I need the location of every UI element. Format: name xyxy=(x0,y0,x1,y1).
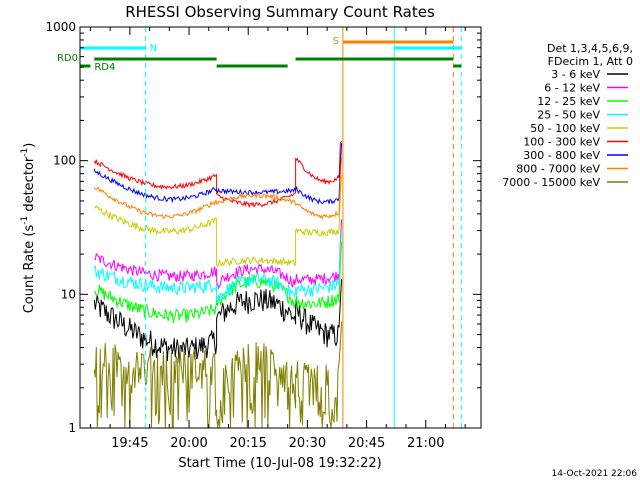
series-line-6-12-kev xyxy=(94,219,343,290)
legend-label: 12 - 25 keV xyxy=(537,95,600,108)
legend-header-line: FDecim 1, Att 0 xyxy=(548,55,633,68)
legend-label: 50 - 100 keV xyxy=(530,122,600,135)
x-tick-label: 20:00 xyxy=(170,436,207,451)
x-tick-label: 19:45 xyxy=(111,436,148,451)
series-line-800-7000-kev xyxy=(93,156,343,220)
plot-frame xyxy=(79,26,482,429)
plot-border xyxy=(79,26,482,429)
x-tick-label: 20:15 xyxy=(229,436,266,451)
legend-label: 100 - 300 keV xyxy=(523,136,600,149)
y-tick-label: 10 xyxy=(61,287,76,301)
legend-header-line: Det 1,3,4,5,6,9, xyxy=(547,42,633,55)
y-tick-label: 100 xyxy=(53,154,76,168)
legend-label: 800 - 7000 keV xyxy=(516,163,600,176)
footer-date: 14-Oct-2021 22:06 xyxy=(552,469,638,479)
legend-label: 300 - 800 keV xyxy=(523,149,600,162)
y-tick-label: 1000 xyxy=(45,20,76,34)
legend-label: 6 - 12 keV xyxy=(544,82,600,95)
flag-layer: N S RD0 RD4 xyxy=(57,27,462,428)
y-axis-label: Count Rate (s-1 detector-1) xyxy=(20,143,37,314)
x-tick-label: 20:30 xyxy=(289,436,326,451)
axis-ticks: 1 10 100 1000 19:45 20:00 20:15 20:30 20:45 21:00 xyxy=(45,20,481,451)
series-line-50-100-kev xyxy=(93,175,343,268)
legend-label: 7000 - 15000 keV xyxy=(502,176,600,189)
legend-label: 3 - 6 keV xyxy=(551,68,600,81)
x-tick-label: 21:00 xyxy=(407,436,444,451)
x-axis-label: Start Time (10-Jul-08 19:32:22) xyxy=(178,456,381,471)
flag-label-n: N xyxy=(150,43,157,54)
series-line-25-50-kev xyxy=(93,228,343,303)
chart-title: RHESSI Observing Summary Count Rates xyxy=(125,3,435,21)
legend: Det 1,3,4,5,6,9,FDecim 1, Att 03 - 6 keV… xyxy=(502,42,633,189)
flag-label-rd0: RD0 xyxy=(57,53,78,64)
series-line-3-6-kev xyxy=(93,279,343,364)
series-line-7000-15000-kev xyxy=(93,321,343,428)
flag-label-s: S xyxy=(333,36,339,47)
legend-label: 25 - 50 keV xyxy=(537,109,600,122)
flag-label-rd4: RD4 xyxy=(94,62,115,73)
series-line-12-25-kev xyxy=(93,241,343,324)
y-tick-label: 1 xyxy=(68,421,76,435)
series-line-300-800-kev xyxy=(93,143,343,205)
plot-content xyxy=(93,140,343,428)
x-tick-label: 20:45 xyxy=(348,436,385,451)
series-line-100-300-kev xyxy=(93,140,343,209)
